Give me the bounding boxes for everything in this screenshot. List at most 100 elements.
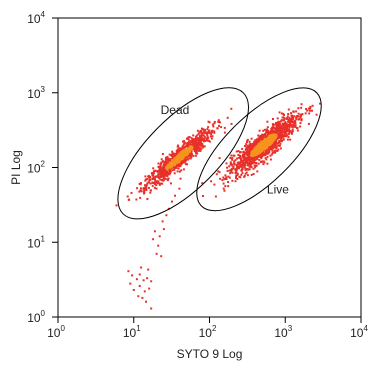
data-point	[149, 191, 152, 194]
data-point	[228, 165, 231, 168]
x-tick-label: 100	[47, 324, 65, 340]
data-point	[175, 159, 178, 162]
data-point	[278, 124, 281, 127]
data-point	[182, 161, 185, 164]
data-point	[239, 155, 242, 158]
data-point	[188, 136, 191, 138]
data-point	[157, 170, 160, 173]
data-point	[290, 119, 293, 122]
data-point	[217, 170, 220, 173]
data-point	[249, 152, 251, 155]
data-point	[230, 169, 233, 171]
data-point	[246, 148, 249, 151]
data-point	[155, 187, 158, 190]
data-point	[196, 139, 198, 142]
data-point	[273, 146, 276, 149]
data-point	[239, 151, 242, 154]
data-point	[268, 132, 271, 135]
data-point	[263, 149, 266, 152]
data-point	[154, 181, 157, 184]
data-point	[199, 149, 202, 152]
outlier-point	[138, 285, 141, 287]
outlier-point	[143, 290, 146, 293]
outlier-point	[131, 274, 134, 277]
data-point	[264, 157, 267, 160]
data-point	[162, 167, 165, 170]
data-point	[266, 155, 269, 158]
data-point	[233, 162, 236, 165]
data-point	[268, 148, 271, 151]
data-point	[238, 175, 241, 178]
data-point	[300, 103, 303, 106]
data-point	[157, 174, 160, 177]
data-point	[143, 190, 145, 193]
data-point	[266, 120, 269, 123]
data-point	[284, 135, 287, 138]
data-point	[185, 142, 188, 145]
data-point	[291, 126, 294, 129]
data-point	[171, 153, 174, 156]
scatter-points	[115, 102, 322, 310]
data-point	[202, 195, 204, 197]
data-point	[205, 133, 208, 136]
data-point	[304, 112, 307, 115]
data-point	[241, 172, 244, 175]
data-point	[204, 140, 207, 142]
data-point	[261, 160, 264, 163]
data-point	[243, 154, 246, 157]
outlier-point	[127, 270, 130, 273]
data-point	[272, 126, 275, 129]
data-point	[164, 168, 167, 171]
data-point	[184, 155, 187, 158]
data-point	[188, 151, 191, 154]
data-point	[263, 128, 266, 131]
data-point	[202, 128, 205, 131]
data-point	[216, 127, 219, 130]
data-point	[243, 175, 246, 178]
data-point	[240, 158, 243, 161]
data-point	[275, 124, 278, 127]
data-point	[274, 133, 277, 136]
data-point	[269, 154, 272, 157]
outlier-point	[145, 300, 147, 303]
data-point	[272, 138, 275, 140]
data-point	[309, 107, 312, 110]
data-point	[277, 142, 280, 145]
data-point	[187, 141, 190, 144]
data-point	[180, 169, 183, 172]
data-point	[288, 131, 291, 134]
outlier-point	[138, 273, 141, 276]
outlier-point	[162, 228, 165, 231]
data-point	[223, 131, 226, 134]
data-point	[245, 146, 248, 149]
data-point	[286, 115, 289, 118]
data-point	[198, 131, 201, 134]
data-point	[183, 158, 186, 161]
data-point	[210, 137, 213, 140]
x-tick-label: 104	[350, 324, 368, 340]
data-point	[242, 159, 244, 162]
data-point	[229, 161, 232, 164]
data-point	[288, 126, 291, 129]
data-point	[299, 113, 302, 116]
data-point	[259, 161, 262, 163]
data-point	[151, 184, 154, 187]
data-point	[189, 155, 192, 157]
data-point	[200, 137, 202, 140]
data-point	[240, 173, 243, 176]
y-tick-label: 100	[27, 309, 45, 325]
data-point	[283, 128, 286, 131]
data-point	[154, 178, 156, 181]
data-point	[211, 135, 214, 138]
data-point	[170, 161, 173, 164]
data-point	[282, 138, 285, 141]
data-point	[213, 131, 216, 134]
y-tick-label: 104	[27, 10, 45, 26]
data-point	[286, 138, 289, 141]
data-point	[171, 155, 174, 157]
data-point	[218, 171, 221, 174]
data-point	[144, 175, 147, 178]
data-point	[223, 189, 226, 192]
data-point	[203, 135, 206, 138]
data-point	[146, 198, 149, 200]
